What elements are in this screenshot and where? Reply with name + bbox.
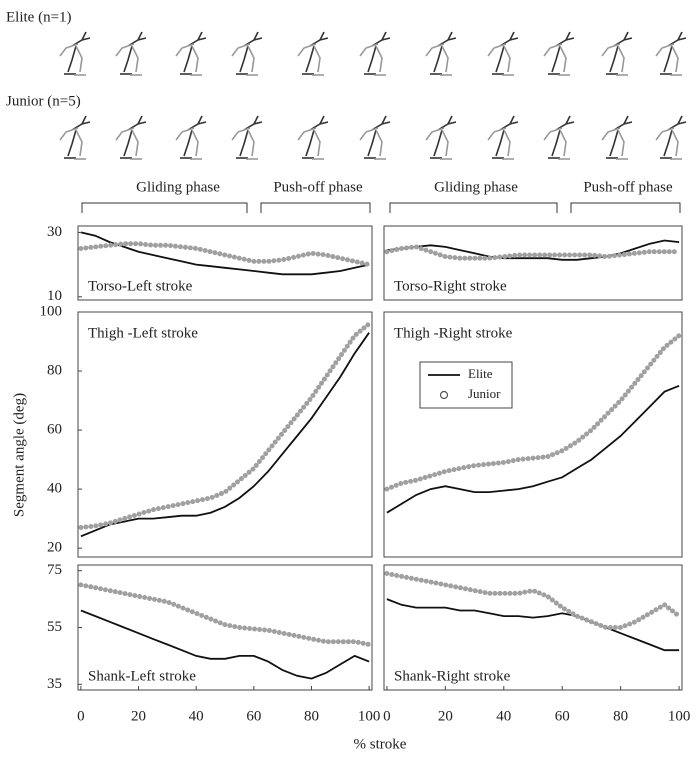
series-markers [78, 321, 372, 530]
series-line [80, 231, 370, 276]
phase-label: Push-off phase [273, 179, 363, 195]
phase-label: Push-off phase [583, 179, 673, 195]
phase-label: Gliding phase [136, 179, 220, 195]
x-tick-label: 20 [131, 708, 146, 724]
phase-label: Gliding phase [434, 179, 518, 195]
x-tick-label: 40 [496, 708, 511, 724]
x-tick-label: 80 [613, 708, 628, 724]
series-line [80, 609, 370, 680]
y-tick-label: 75 [47, 562, 62, 578]
y-tick-label: 100 [40, 303, 63, 319]
x-tick-label: 100 [668, 708, 691, 724]
y-tick-label: 55 [47, 619, 62, 635]
panel-frame [383, 564, 683, 691]
y-tick-label: 40 [47, 481, 62, 497]
panel-title: Thigh -Right stroke [394, 325, 513, 341]
panel-title: Torso-Right stroke [394, 278, 507, 294]
series-line [80, 332, 370, 538]
panel-frame [77, 225, 373, 301]
series-markers [384, 571, 682, 630]
x-tick-label: 20 [438, 708, 453, 724]
legend-marker [439, 390, 449, 400]
series-markers [384, 244, 682, 261]
y-tick-label: 60 [47, 422, 62, 438]
panel-title: Thigh -Left stroke [88, 325, 198, 341]
series-markers [78, 582, 372, 647]
panel-title: Torso-Left stroke [88, 278, 193, 294]
x-tick-label: 80 [304, 708, 319, 724]
stick-figures [59, 31, 687, 160]
panel-title: Shank-Right stroke [394, 668, 511, 684]
phase-brackets [81, 202, 681, 213]
series-markers [384, 333, 682, 492]
y-tick-label: 10 [47, 288, 62, 304]
y-tick-label: 35 [47, 676, 62, 692]
panel-title: Shank-Left stroke [88, 668, 196, 684]
x-tick-label: 100 [358, 708, 381, 724]
x-tick-label: 0 [383, 708, 391, 724]
legend-box [419, 361, 513, 409]
panel-frame [77, 311, 373, 558]
x-tick-label: 60 [555, 708, 570, 724]
panel-frame [383, 311, 683, 558]
x-tick-label: 60 [246, 708, 261, 724]
x-tick-label: 0 [77, 708, 85, 724]
series-markers [78, 241, 372, 268]
series-line [386, 384, 680, 514]
legend-label: Junior [468, 386, 501, 401]
y-axis-label: Segment angle (deg) [11, 393, 27, 517]
x-axis-label: % stroke [354, 736, 407, 752]
group-label: Junior (n=5) [6, 93, 81, 109]
series-line [386, 598, 680, 652]
group-label: Elite (n=1) [6, 9, 72, 25]
x-tick-label: 40 [189, 708, 204, 724]
panel-frame [383, 225, 683, 301]
y-tick-label: 20 [47, 540, 62, 556]
y-tick-label: 80 [47, 362, 62, 378]
y-tick-label: 30 [47, 224, 62, 240]
series-line [386, 239, 680, 261]
legend-label: Elite [468, 366, 493, 381]
